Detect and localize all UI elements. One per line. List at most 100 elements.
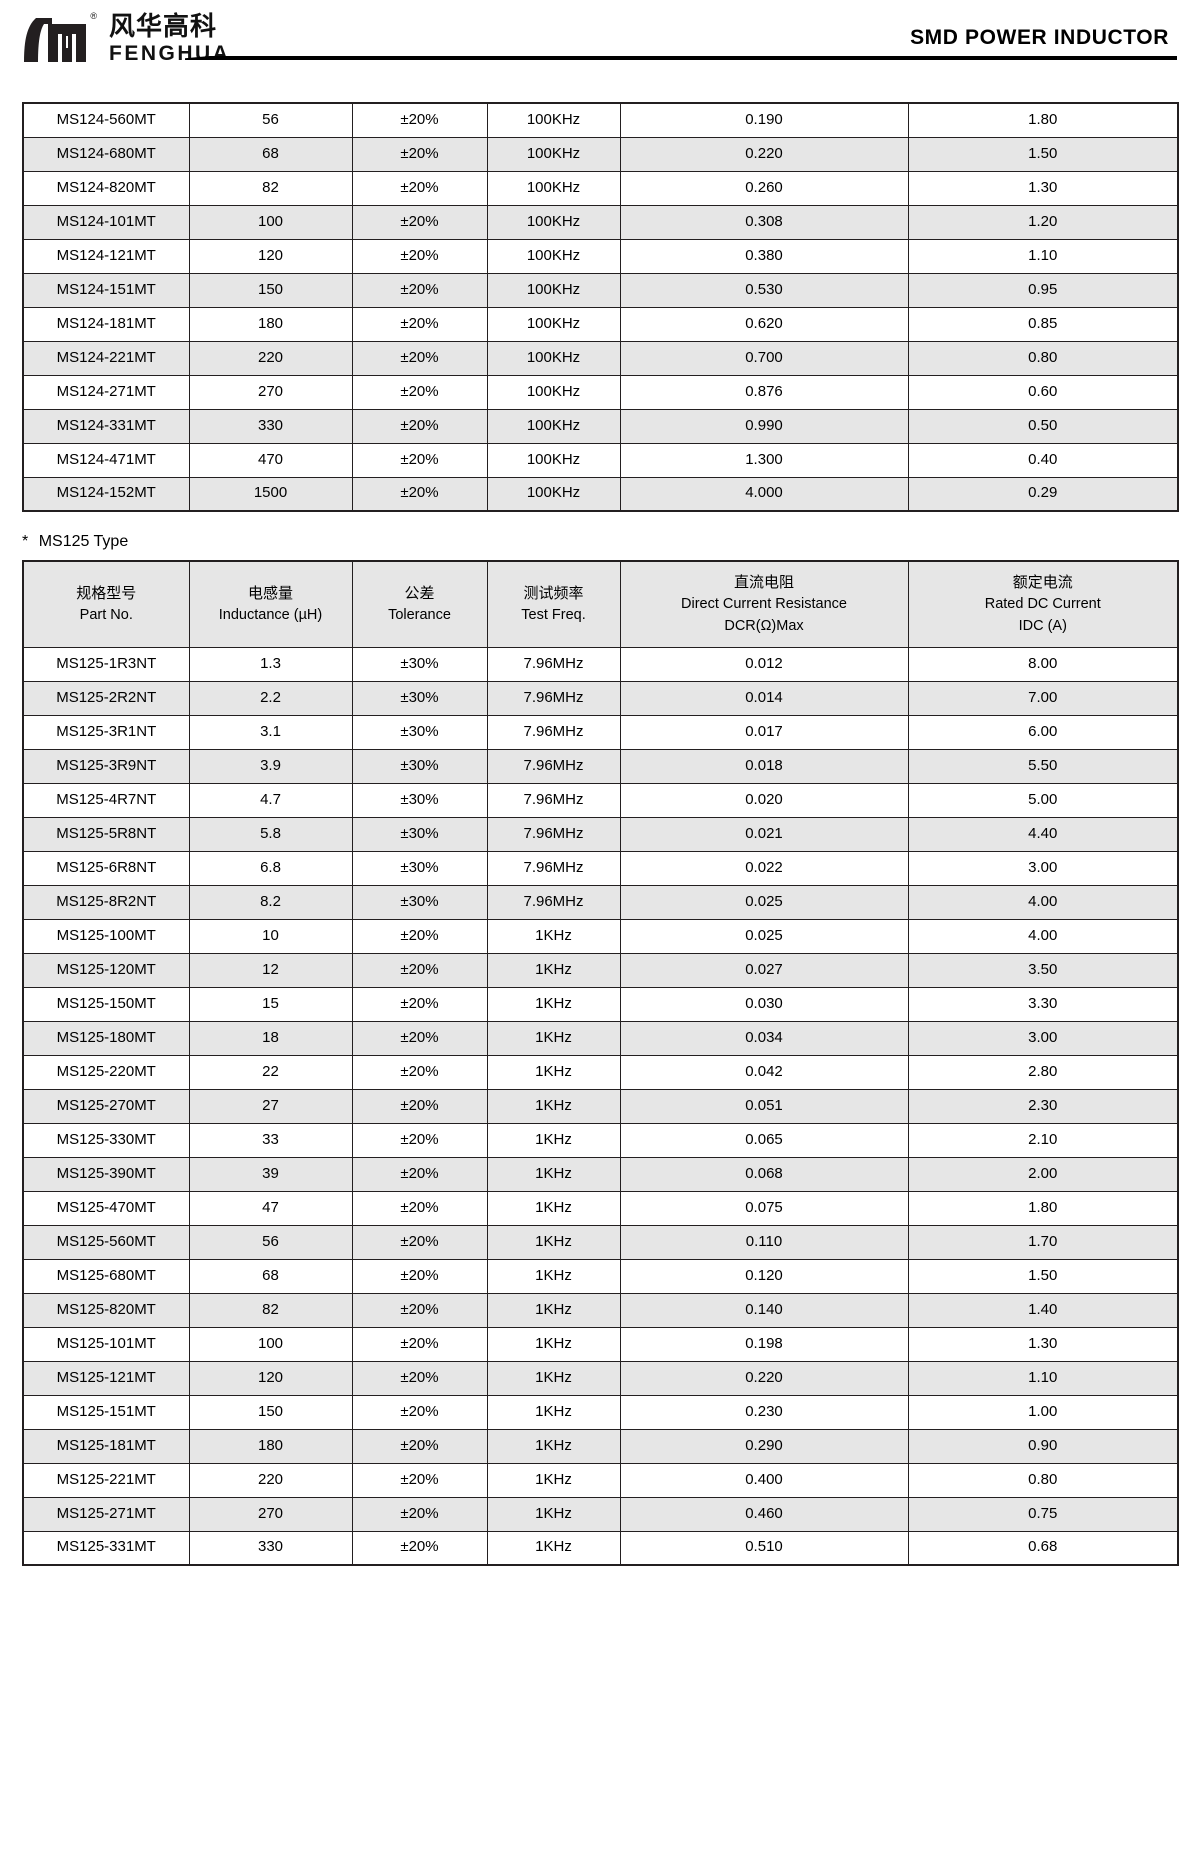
cell-dcr: 0.020 — [619, 782, 909, 818]
table-row: MS125-221MT 220 ±20% 1KHz 0.400 0.80 — [22, 1462, 1179, 1498]
cell-part-no: MS125-121MT — [22, 1360, 190, 1396]
cell-idc: 1.10 — [907, 238, 1179, 274]
cell-idc: 4.40 — [907, 816, 1179, 852]
table-row: MS124-221MT 220 ±20% 100KHz 0.700 0.80 — [22, 340, 1179, 376]
cell-dcr: 0.022 — [619, 850, 909, 886]
cell-inductance: 220 — [188, 340, 353, 376]
cell-inductance: 220 — [188, 1462, 353, 1498]
table-row: MS124-181MT 180 ±20% 100KHz 0.620 0.85 — [22, 306, 1179, 342]
cell-tolerance: ±20% — [351, 1530, 488, 1566]
cell-part-no: MS125-331MT — [22, 1530, 190, 1566]
cell-part-no: MS125-560MT — [22, 1224, 190, 1260]
cell-test-freq: 7.96MHz — [486, 748, 621, 784]
cell-tolerance: ±20% — [351, 952, 488, 988]
cell-idc: 1.30 — [907, 1326, 1179, 1362]
cell-tolerance: ±20% — [351, 340, 488, 376]
cell-dcr: 0.051 — [619, 1088, 909, 1124]
table-row: MS125-470MT 47 ±20% 1KHz 0.075 1.80 — [22, 1190, 1179, 1226]
cell-part-no: MS124-181MT — [22, 306, 190, 342]
table-row: MS125-560MT 56 ±20% 1KHz 0.110 1.70 — [22, 1224, 1179, 1260]
cell-part-no: MS124-560MT — [22, 102, 190, 138]
cell-test-freq: 1KHz — [486, 1326, 621, 1362]
cell-idc: 1.20 — [907, 204, 1179, 240]
cell-tolerance: ±20% — [351, 1190, 488, 1226]
cell-dcr: 0.014 — [619, 680, 909, 716]
cell-tolerance: ±20% — [351, 476, 488, 512]
cell-test-freq: 7.96MHz — [486, 680, 621, 716]
cell-test-freq: 100KHz — [486, 136, 621, 172]
table-row: MS124-331MT 330 ±20% 100KHz 0.990 0.50 — [22, 408, 1179, 444]
header-idc: 额定电流 Rated DC Current IDC (A) — [907, 560, 1179, 648]
cell-inductance: 270 — [188, 374, 353, 410]
cell-idc: 0.95 — [907, 272, 1179, 308]
cell-dcr: 0.021 — [619, 816, 909, 852]
cell-inductance: 100 — [188, 1326, 353, 1362]
cell-test-freq: 1KHz — [486, 1394, 621, 1430]
cell-part-no: MS125-4R7NT — [22, 782, 190, 818]
cell-dcr: 0.620 — [619, 306, 909, 342]
cell-idc: 5.00 — [907, 782, 1179, 818]
cell-tolerance: ±20% — [351, 986, 488, 1022]
cell-tolerance: ±30% — [351, 782, 488, 818]
cell-idc: 0.80 — [907, 1462, 1179, 1498]
cell-dcr: 0.260 — [619, 170, 909, 206]
cell-part-no: MS124-820MT — [22, 170, 190, 206]
header-dcr: 直流电阻 Direct Current Resistance DCR(Ω)Max — [619, 560, 909, 648]
cell-dcr: 0.065 — [619, 1122, 909, 1158]
cell-tolerance: ±20% — [351, 408, 488, 444]
table-row: MS125-5R8NT 5.8 ±30% 7.96MHz 0.021 4.40 — [22, 816, 1179, 852]
cell-inductance: 5.8 — [188, 816, 353, 852]
cell-part-no: MS125-180MT — [22, 1020, 190, 1056]
cell-tolerance: ±20% — [351, 272, 488, 308]
cell-part-no: MS125-181MT — [22, 1428, 190, 1464]
header-label-chinese: 公差 — [404, 584, 435, 603]
cell-dcr: 0.012 — [619, 646, 909, 682]
cell-part-no: MS125-390MT — [22, 1156, 190, 1192]
cell-inductance: 39 — [188, 1156, 353, 1192]
cell-part-no: MS125-120MT — [22, 952, 190, 988]
cell-part-no: MS125-330MT — [22, 1122, 190, 1158]
cell-test-freq: 1KHz — [486, 1122, 621, 1158]
cell-part-no: MS125-150MT — [22, 986, 190, 1022]
cell-tolerance: ±20% — [351, 1224, 488, 1260]
header-part-no: 规格型号 Part No. — [22, 560, 190, 648]
ms125-table-container: 规格型号 Part No. 电感量 Inductance (µH) 公差 Toleranc… — [0, 560, 1199, 1566]
table-row: MS125-3R9NT 3.9 ±30% 7.96MHz 0.018 5.50 — [22, 748, 1179, 784]
cell-inductance: 68 — [188, 1258, 353, 1294]
cell-part-no: MS125-470MT — [22, 1190, 190, 1226]
cell-tolerance: ±20% — [351, 1360, 488, 1396]
cell-part-no: MS124-152MT — [22, 476, 190, 512]
cell-part-no: MS125-3R9NT — [22, 748, 190, 784]
cell-test-freq: 100KHz — [486, 374, 621, 410]
cell-dcr: 0.030 — [619, 986, 909, 1022]
cell-inductance: 150 — [188, 1394, 353, 1430]
cell-tolerance: ±20% — [351, 1326, 488, 1362]
cell-part-no: MS125-221MT — [22, 1462, 190, 1498]
table-row: MS124-820MT 82 ±20% 100KHz 0.260 1.30 — [22, 170, 1179, 206]
table-row: MS125-220MT 22 ±20% 1KHz 0.042 2.80 — [22, 1054, 1179, 1090]
cell-test-freq: 7.96MHz — [486, 884, 621, 920]
cell-test-freq: 100KHz — [486, 408, 621, 444]
cell-idc: 8.00 — [907, 646, 1179, 682]
header-label-chinese: 规格型号 — [76, 584, 137, 603]
cell-test-freq: 100KHz — [486, 476, 621, 512]
ms124-table-container: MS124-560MT 56 ±20% 100KHz 0.190 1.80 MS124-68… — [0, 102, 1199, 512]
cell-idc: 4.00 — [907, 918, 1179, 954]
cell-inductance: 27 — [188, 1088, 353, 1124]
cell-idc: 2.00 — [907, 1156, 1179, 1192]
cell-tolerance: ±20% — [351, 136, 488, 172]
cell-test-freq: 1KHz — [486, 1462, 621, 1498]
cell-tolerance: ±20% — [351, 1428, 488, 1464]
cell-dcr: 0.027 — [619, 952, 909, 988]
cell-tolerance: ±20% — [351, 1462, 488, 1498]
cell-inductance: 8.2 — [188, 884, 353, 920]
cell-idc: 1.80 — [907, 1190, 1179, 1226]
header-test-freq: 测试频率 Test Freq. — [486, 560, 621, 648]
cell-dcr: 0.380 — [619, 238, 909, 274]
cell-idc: 1.40 — [907, 1292, 1179, 1328]
cell-dcr: 0.198 — [619, 1326, 909, 1362]
cell-idc: 3.50 — [907, 952, 1179, 988]
cell-inductance: 22 — [188, 1054, 353, 1090]
header-label-english: Part No. — [79, 606, 133, 623]
table-row: MS125-271MT 270 ±20% 1KHz 0.460 0.75 — [22, 1496, 1179, 1532]
